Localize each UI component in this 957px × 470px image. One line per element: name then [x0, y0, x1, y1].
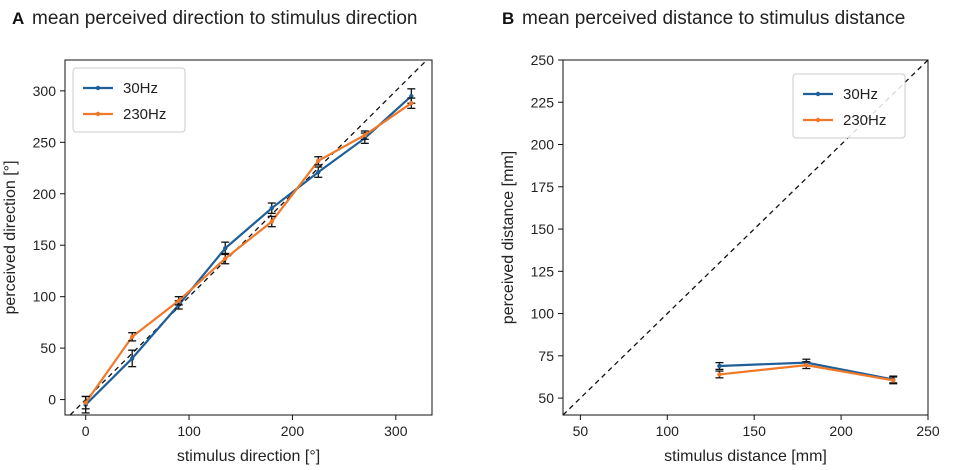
legend-marker [95, 111, 101, 117]
series-230hz [81, 97, 416, 410]
y-tick-label: 200 [33, 186, 57, 202]
legend-label: 30Hz [123, 80, 158, 97]
legend-label: 230Hz [843, 112, 886, 129]
data-point [223, 256, 228, 261]
x-tick-label: 250 [916, 423, 940, 439]
x-tick-label: 200 [281, 423, 305, 439]
x-tick-label: 50 [573, 423, 589, 439]
series-line [84, 102, 412, 404]
data-point [362, 132, 368, 138]
y-tick-label: 150 [531, 221, 555, 237]
series-line [84, 95, 413, 406]
x-axis-label: stimulus direction [°] [177, 448, 320, 465]
y-tick-label: 125 [531, 263, 555, 279]
series-230hz [715, 361, 898, 385]
y-tick-label: 150 [33, 237, 57, 253]
data-point [717, 363, 722, 369]
panel-letter: B [502, 9, 514, 28]
y-tick-label: 50 [538, 390, 554, 406]
legend: 30Hz 230Hz [792, 73, 906, 139]
y-tick-label: 100 [531, 306, 555, 322]
legend-marker [815, 117, 821, 123]
y-axis-label: perceived direction [°] [2, 160, 19, 314]
y-tick-label: 200 [531, 137, 555, 153]
panel-letter: A [12, 9, 24, 28]
panel-title: mean perceived direction to stimulus dir… [32, 8, 417, 29]
data-point [409, 93, 414, 99]
x-axis-label: stimulus distance [mm] [664, 448, 827, 465]
identity-line [69, 60, 428, 415]
data-point [316, 169, 321, 175]
panel-title: mean perceived distance to stimulus dist… [522, 8, 905, 29]
y-tick-label: 225 [531, 94, 555, 110]
axes-frame [64, 59, 433, 416]
y-tick-label: 300 [33, 83, 57, 99]
data-point [316, 158, 321, 164]
legend-box [792, 73, 906, 139]
x-tick-label: 200 [829, 423, 853, 439]
legend-label: 30Hz [843, 86, 878, 103]
y-tick-label: 250 [531, 52, 555, 68]
data-point [269, 219, 274, 224]
y-tick-label: 250 [33, 134, 57, 150]
y-tick-label: 100 [33, 289, 57, 305]
data-point [717, 372, 722, 377]
data-point [891, 378, 896, 383]
legend-label: 230Hz [123, 106, 166, 123]
data-point [129, 356, 135, 361]
legend-marker [95, 85, 101, 91]
data-point [223, 246, 228, 251]
legend-box [72, 67, 186, 133]
x-tick-label: 0 [82, 423, 90, 439]
y-tick-label: 75 [538, 348, 554, 364]
data-point [83, 400, 88, 405]
data-point [129, 334, 135, 339]
y-tick-label: 0 [48, 392, 56, 408]
x-tick-label: 100 [656, 423, 680, 439]
y-tick-label: 50 [40, 340, 56, 356]
x-tick-label: 100 [177, 423, 201, 439]
legend: 30Hz 230Hz [72, 67, 186, 133]
data-point [269, 205, 274, 211]
x-tick-label: 300 [384, 423, 408, 439]
axes-frame [562, 59, 929, 416]
y-axis-label: perceived distance [mm] [500, 151, 517, 324]
data-point [176, 298, 181, 303]
data-point [409, 101, 414, 106]
y-tick-label: 175 [531, 179, 555, 195]
x-tick-label: 150 [743, 423, 767, 439]
legend-marker [815, 91, 821, 97]
data-point [804, 362, 809, 368]
